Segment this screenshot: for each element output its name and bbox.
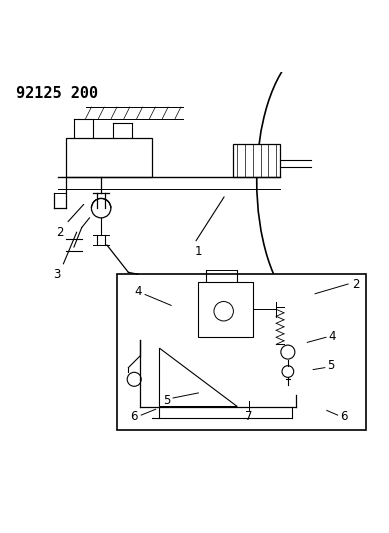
Bar (198, 282, 253, 336)
Text: 4: 4 (134, 285, 142, 298)
Text: 5: 5 (164, 394, 171, 407)
Text: 92125 200: 92125 200 (16, 86, 98, 101)
Text: 4: 4 (329, 330, 336, 343)
Text: 2: 2 (56, 225, 64, 239)
Bar (66, 138, 152, 177)
Text: 1: 1 (194, 245, 202, 258)
Text: 5: 5 (327, 359, 334, 372)
Bar (117, 274, 366, 430)
Bar (233, 144, 280, 177)
Text: 2: 2 (352, 278, 360, 290)
Text: 3: 3 (53, 269, 60, 281)
Text: 6: 6 (130, 410, 138, 423)
Text: 6: 6 (340, 410, 348, 423)
Text: 7: 7 (245, 410, 253, 423)
